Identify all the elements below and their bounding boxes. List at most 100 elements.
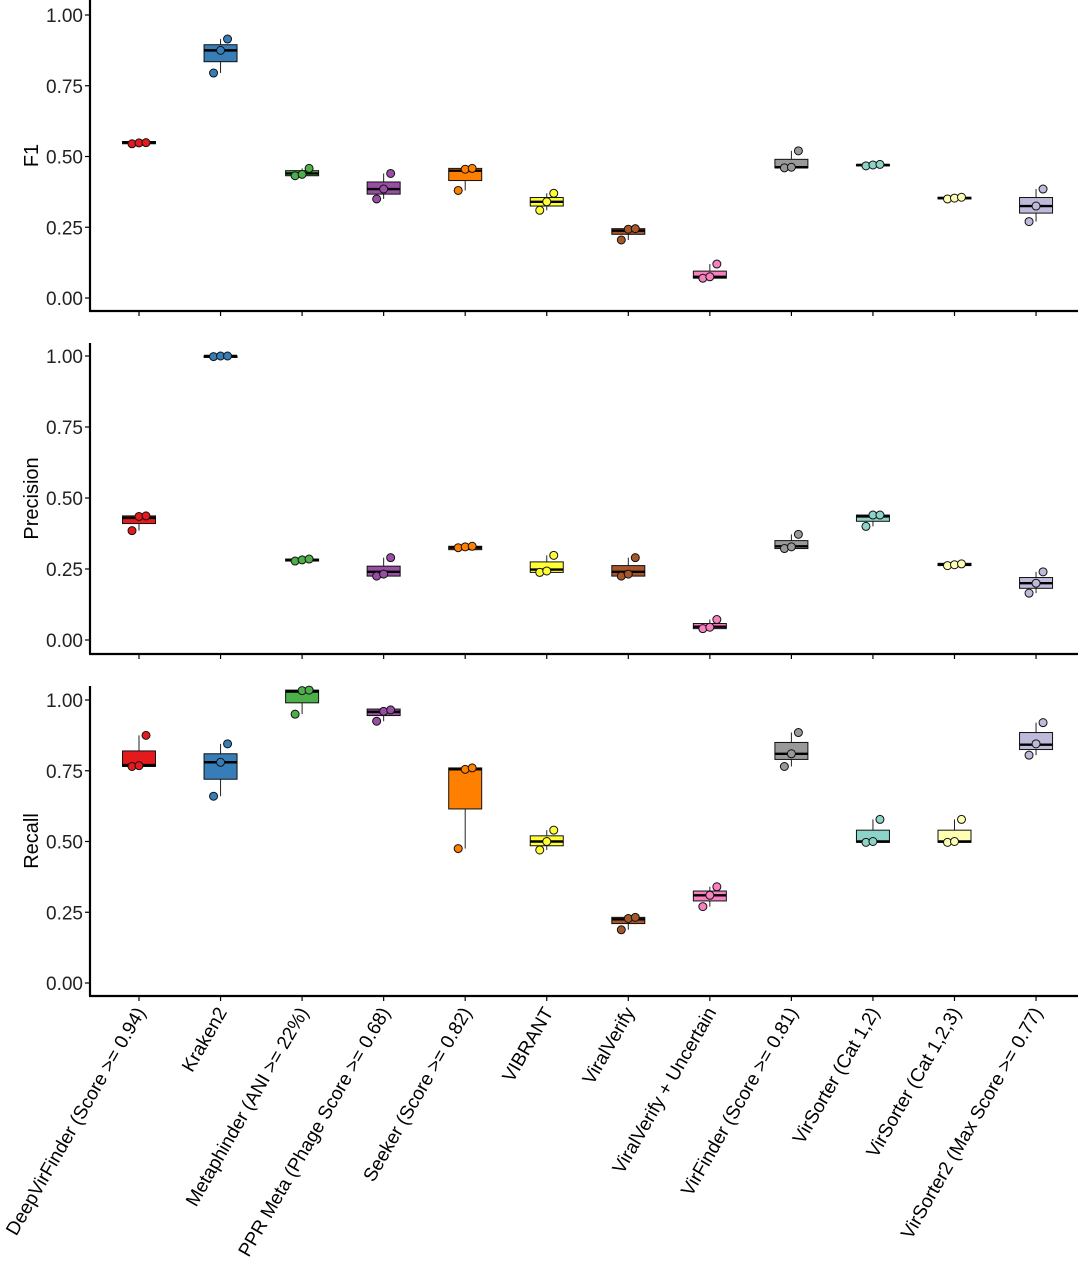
data-point <box>223 351 233 361</box>
data-point <box>793 728 803 738</box>
y-tick-label: 0.00 <box>46 974 83 995</box>
x-category-label: VirSorter (Cat 1,2) <box>789 1004 884 1148</box>
data-point <box>304 554 314 564</box>
y-tick-label: 0.75 <box>46 77 83 98</box>
box-0 <box>122 511 156 536</box>
box-10 <box>937 559 972 571</box>
y-tick-label: 0.25 <box>46 560 83 581</box>
data-point <box>542 197 552 207</box>
data-point <box>875 814 885 824</box>
data-point <box>209 791 219 801</box>
data-point <box>304 685 314 695</box>
box-11 <box>1019 567 1054 598</box>
data-point <box>386 705 396 715</box>
data-point <box>1031 578 1041 588</box>
data-point <box>712 259 722 269</box>
box-8 <box>774 728 809 772</box>
box-3 <box>366 553 401 581</box>
data-point <box>297 169 307 179</box>
data-point <box>1038 718 1048 728</box>
data-point <box>549 825 559 835</box>
data-point <box>535 205 545 215</box>
box-5 <box>529 825 564 855</box>
box-2 <box>285 685 320 719</box>
panel-recall: 0.00 0.25 0.50 0.75 1.00 Recall <box>21 685 1078 1001</box>
box-1 <box>203 34 238 78</box>
data-point <box>950 837 959 846</box>
data-point <box>386 553 396 563</box>
y-tick-label: 1.00 <box>46 347 83 368</box>
box-5 <box>529 188 564 215</box>
data-point <box>1024 588 1034 598</box>
box-0 <box>122 138 156 149</box>
box-4 <box>448 163 483 195</box>
data-point <box>1038 184 1048 194</box>
data-point <box>549 550 559 560</box>
data-point <box>453 185 463 195</box>
y-tick-label: 1.00 <box>46 6 83 27</box>
box-10 <box>937 814 972 847</box>
box-6 <box>611 912 646 935</box>
x-category-label: VirSorter (Cat 1,2,3) <box>863 1004 966 1161</box>
x-category-label: VirSorter2 (Max Score >= 0.77) <box>897 1004 1047 1243</box>
data-point <box>630 224 640 234</box>
data-point <box>372 716 382 726</box>
data-point <box>868 837 878 846</box>
panel-precision: 0.00 0.25 0.50 0.75 1.00 Precision <box>21 343 1078 659</box>
data-point <box>957 192 966 202</box>
data-point <box>535 845 545 855</box>
y-tick-label: 0.25 <box>46 903 83 924</box>
box-4 <box>448 763 483 854</box>
box-7 <box>692 259 727 283</box>
data-point <box>957 814 966 824</box>
y-tick-label: 0.00 <box>46 289 83 310</box>
data-point <box>705 622 715 632</box>
data-point <box>141 511 151 521</box>
data-point <box>705 272 715 282</box>
box-body <box>448 767 483 810</box>
data-point <box>786 162 796 172</box>
box-3 <box>366 168 401 204</box>
box-3 <box>366 705 401 726</box>
data-point <box>453 844 463 854</box>
y-tick-label: 0.75 <box>46 762 83 783</box>
data-point <box>786 749 796 759</box>
x-category-label: DeepVirFinder (Score >= 0.94) <box>2 1004 150 1239</box>
box-7 <box>692 615 727 634</box>
data-point <box>1031 739 1041 749</box>
box-9 <box>855 814 890 847</box>
y-tick-label: 0.50 <box>46 148 83 169</box>
panel-f1: 0.00 0.25 0.50 0.75 1.00 F1 <box>21 0 1078 316</box>
box-6 <box>611 553 646 581</box>
data-point <box>467 541 477 551</box>
data-point <box>861 521 871 531</box>
data-point <box>875 510 885 520</box>
data-point <box>209 68 219 78</box>
y-tick-label: 0.50 <box>46 833 83 854</box>
data-point <box>712 882 722 892</box>
box-9 <box>855 510 890 531</box>
data-point <box>467 163 477 173</box>
box-2 <box>285 554 320 566</box>
box-5 <box>529 550 564 577</box>
y-axis-title: F1 <box>21 144 43 167</box>
box-1 <box>203 351 238 362</box>
box-8 <box>774 146 809 173</box>
data-point <box>141 138 151 148</box>
data-point <box>1031 201 1041 211</box>
data-point <box>542 566 552 576</box>
data-point <box>304 163 314 173</box>
box-10 <box>937 192 972 204</box>
data-point <box>141 730 151 740</box>
data-point <box>379 184 389 194</box>
y-axis-title: Recall <box>21 813 43 869</box>
data-point <box>216 45 226 55</box>
data-point <box>290 709 300 719</box>
data-point <box>630 912 640 922</box>
data-point <box>957 559 966 569</box>
data-point <box>698 902 708 912</box>
data-point <box>1038 567 1048 577</box>
data-point <box>705 890 715 900</box>
data-point <box>372 194 382 204</box>
